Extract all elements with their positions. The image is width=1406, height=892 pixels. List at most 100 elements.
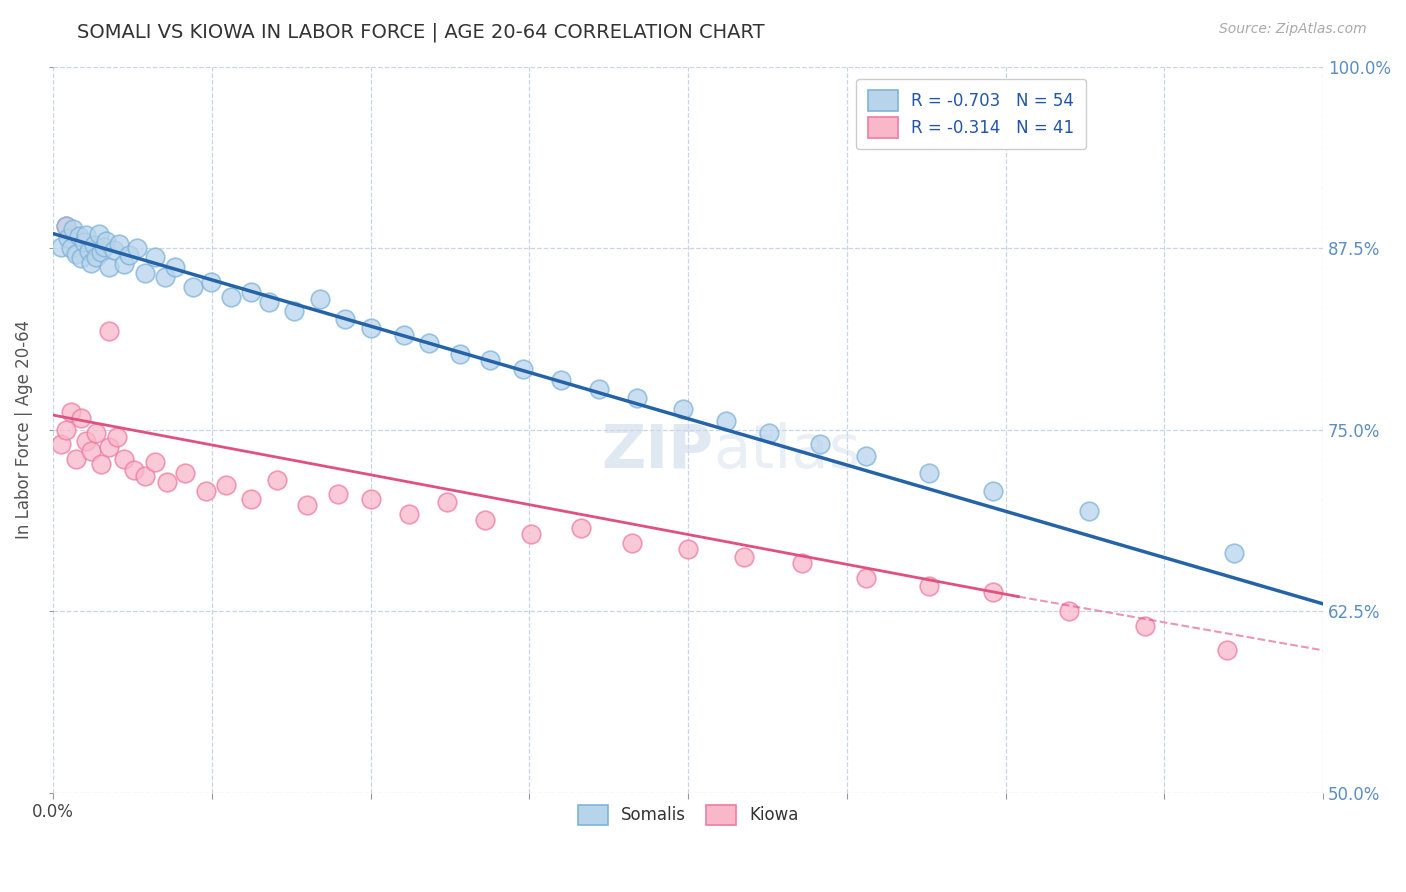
Point xyxy=(855,571,877,585)
Point xyxy=(1223,546,1246,560)
Point xyxy=(83,238,105,252)
Point xyxy=(86,425,108,440)
Point xyxy=(75,434,97,449)
Point xyxy=(153,270,176,285)
Point xyxy=(672,402,695,417)
Point xyxy=(58,231,80,245)
Point xyxy=(80,255,103,269)
Point xyxy=(112,451,135,466)
Point xyxy=(626,391,648,405)
Point xyxy=(360,321,382,335)
Point xyxy=(93,240,115,254)
Text: Source: ZipAtlas.com: Source: ZipAtlas.com xyxy=(1219,22,1367,37)
Point xyxy=(326,486,349,500)
Point xyxy=(181,280,204,294)
Point xyxy=(67,229,90,244)
Point xyxy=(103,243,125,257)
Point xyxy=(108,236,131,251)
Point xyxy=(758,425,780,440)
Point xyxy=(550,373,572,387)
Point xyxy=(105,430,128,444)
Point xyxy=(134,266,156,280)
Text: ZIP: ZIP xyxy=(602,422,713,481)
Point xyxy=(360,492,382,507)
Point xyxy=(65,247,87,261)
Point xyxy=(792,556,814,570)
Point xyxy=(918,579,941,593)
Point xyxy=(77,244,100,258)
Point xyxy=(165,260,187,274)
Point xyxy=(1215,643,1237,657)
Point xyxy=(62,222,84,236)
Point xyxy=(240,285,263,299)
Point xyxy=(981,585,1004,599)
Point xyxy=(571,521,593,535)
Point xyxy=(98,440,121,454)
Point xyxy=(981,483,1004,498)
Point xyxy=(75,228,97,243)
Point xyxy=(392,328,415,343)
Point xyxy=(70,411,93,425)
Point xyxy=(55,423,77,437)
Point xyxy=(87,227,110,241)
Point xyxy=(588,382,610,396)
Point xyxy=(266,474,288,488)
Point xyxy=(436,495,458,509)
Point xyxy=(143,250,166,264)
Legend: Somalis, Kiowa: Somalis, Kiowa xyxy=(568,795,808,835)
Point xyxy=(479,353,502,368)
Point xyxy=(143,454,166,468)
Point xyxy=(49,240,72,254)
Point xyxy=(295,498,318,512)
Point xyxy=(335,312,357,326)
Point xyxy=(449,347,471,361)
Point xyxy=(676,541,699,556)
Point xyxy=(112,257,135,271)
Text: atlas: atlas xyxy=(713,422,860,481)
Point xyxy=(855,449,877,463)
Point xyxy=(59,241,82,255)
Point xyxy=(156,475,179,489)
Text: SOMALI VS KIOWA IN LABOR FORCE | AGE 20-64 CORRELATION CHART: SOMALI VS KIOWA IN LABOR FORCE | AGE 20-… xyxy=(77,22,765,42)
Point xyxy=(474,513,496,527)
Point xyxy=(194,483,217,498)
Point xyxy=(240,492,263,507)
Point xyxy=(257,294,280,309)
Point xyxy=(96,234,118,248)
Point xyxy=(716,414,738,428)
Point xyxy=(59,405,82,419)
Point xyxy=(519,527,541,541)
Point xyxy=(418,335,440,350)
Point xyxy=(49,437,72,451)
Point xyxy=(219,291,242,305)
Point xyxy=(1057,604,1080,618)
Point xyxy=(55,219,77,234)
Point xyxy=(174,466,197,480)
Point xyxy=(72,235,94,250)
Point xyxy=(65,451,87,466)
Point xyxy=(70,252,93,266)
Point xyxy=(512,361,534,376)
Point xyxy=(55,219,77,234)
Point xyxy=(1135,618,1157,632)
Point xyxy=(90,245,112,260)
Y-axis label: In Labor Force | Age 20-64: In Labor Force | Age 20-64 xyxy=(15,320,32,539)
Point xyxy=(1078,504,1101,518)
Point xyxy=(98,324,121,338)
Point xyxy=(621,536,644,550)
Point xyxy=(200,275,222,289)
Point xyxy=(98,260,121,274)
Point xyxy=(124,463,146,477)
Point xyxy=(308,292,330,306)
Point xyxy=(86,250,108,264)
Point xyxy=(918,466,941,480)
Point xyxy=(134,469,156,483)
Point xyxy=(215,478,238,492)
Point xyxy=(80,444,103,458)
Point xyxy=(733,550,755,565)
Point xyxy=(398,507,420,521)
Point xyxy=(90,458,112,472)
Point xyxy=(125,241,148,255)
Point xyxy=(283,303,305,318)
Point xyxy=(808,437,831,451)
